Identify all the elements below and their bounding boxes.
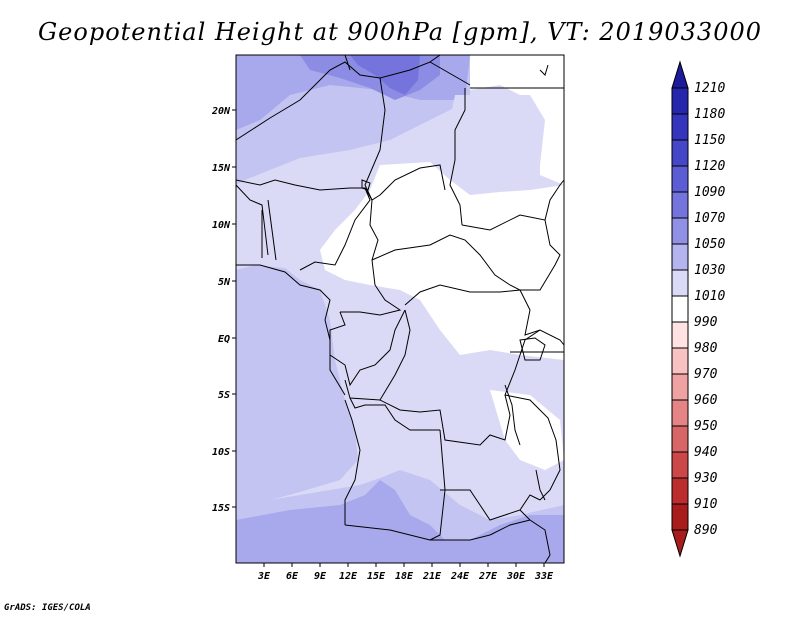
colorbar-segment: [671, 399, 689, 427]
colorbar-segment: [671, 87, 689, 115]
colorbar-labels: 1210 1180 1150 1120 1090 1070 1050 1030 1010 990 9…: [694, 81, 725, 538]
colorbar-segment: [671, 347, 689, 375]
colorbar-segment: [671, 165, 689, 193]
border-gabon-congo: [329, 309, 406, 387]
lat-label: 10S: [212, 447, 230, 458]
colorbar-segment: [671, 191, 689, 219]
border-mozambique: [519, 509, 551, 563]
colorbar-level-label: 950: [694, 419, 718, 434]
colorbar-segments: [671, 87, 689, 531]
colorbar-segment: [671, 217, 689, 245]
colorbar-segment: [671, 503, 689, 531]
colorbar-segment: [671, 373, 689, 401]
colorbar-level-label: 1050: [694, 237, 725, 252]
colorbar-segment: [671, 113, 689, 141]
border-tanzania: [504, 394, 561, 501]
map-shading: [236, 55, 564, 563]
colorbar-level-label: 990: [694, 315, 718, 330]
colorbar-segment: [671, 269, 689, 297]
chart-title: Geopotential Height at 900hPa [gpm], VT:…: [38, 18, 762, 46]
border-mali: [236, 184, 269, 256]
coastline-west: [236, 264, 346, 396]
colorbar-segment: [671, 243, 689, 271]
lat-ticks: [232, 109, 236, 508]
colorbar-level-label: 980: [694, 341, 718, 356]
colorbar-level-label: 1120: [694, 159, 725, 174]
lon-label: 9E: [314, 571, 327, 582]
border-angola: [344, 397, 446, 541]
lon-label: 24E: [450, 571, 470, 582]
lon-label: 3E: [257, 571, 271, 582]
border-uganda-kenya: [510, 289, 564, 353]
lon-label: 15E: [367, 571, 386, 582]
lat-label: 5N: [218, 277, 231, 288]
border-libya: [344, 55, 441, 71]
colorbar-segment: [671, 295, 689, 323]
lon-label: 30E: [506, 571, 526, 582]
shade-north-1090: [350, 55, 420, 95]
colorbar-segment: [671, 425, 689, 453]
lon-ticks: [263, 563, 545, 567]
grads-credit: GrADS: IGES/COLA: [4, 603, 91, 613]
border-zambia: [440, 489, 541, 521]
border-chad-sudan: [449, 88, 466, 226]
colorbar-level-label: 1180: [694, 107, 725, 122]
colorbar-level-label: 970: [694, 367, 718, 382]
colorbar-level-label: 960: [694, 393, 718, 408]
border-niger-chad: [364, 77, 446, 201]
colorbar-level-label: 1010: [694, 289, 725, 304]
border-zimbabwe: [489, 519, 531, 536]
lat-label: EQ: [218, 334, 230, 345]
border-car: [371, 234, 522, 306]
shade-south-1050: [236, 480, 564, 563]
map-frame: [235, 54, 565, 564]
lon-label: 6E: [286, 571, 299, 582]
shade-south-1030: [236, 265, 358, 505]
lat-label: 20N: [211, 106, 231, 117]
colorbar-level-label: 1090: [694, 185, 725, 200]
border-namibia: [344, 524, 491, 541]
border-southsudan: [461, 214, 561, 291]
lat-label: 10N: [212, 220, 231, 231]
lake-victoria: [519, 337, 546, 361]
colorbar-level-label: 1150: [694, 133, 725, 148]
lake-chad: [361, 179, 371, 191]
lon-label: 27E: [478, 571, 498, 582]
colorbar-level-label: 940: [694, 445, 718, 460]
colorbar-level-label: 890: [694, 523, 718, 538]
colorbar-segment: [671, 139, 689, 167]
border-benin-togo: [261, 199, 277, 261]
colorbar-level-label: 910: [694, 497, 718, 512]
lon-label: 21E: [422, 571, 442, 582]
colorbar-segment: [671, 451, 689, 479]
red-sea-coast: [539, 64, 549, 76]
border-algeria-niger: [236, 61, 471, 141]
shade-central-1010: [320, 162, 564, 360]
colorbar-level-label: 930: [694, 471, 718, 486]
colorbar-level-label: 1030: [694, 263, 725, 278]
lake-tanganyika: [504, 384, 521, 446]
colorbar-level-label: 1070: [694, 211, 725, 226]
colorbar-level-label: 1210: [694, 81, 725, 96]
colorbar-top-triangle: [671, 60, 689, 89]
lon-label: 33E: [534, 571, 554, 582]
shade-east-1030-patch: [445, 95, 545, 185]
border-ethiopia: [544, 179, 564, 221]
lat-labels: 20N 15N 10N 5N EQ 5S 10S 15S: [211, 106, 231, 514]
colorbar-bottom-triangle: [671, 529, 689, 558]
border-cameroon: [340, 187, 402, 316]
lake-malawi: [535, 469, 546, 501]
lat-label: 15N: [212, 163, 231, 174]
lat-label: 5S: [218, 390, 230, 401]
lon-label: 12E: [339, 571, 358, 582]
lon-label: 18E: [395, 571, 414, 582]
colorbar-segment: [671, 477, 689, 505]
country-borders: [236, 55, 564, 563]
lat-label: 15S: [212, 503, 230, 514]
lon-labels: 3E 6E 9E 12E 15E 18E 21E 24E 27E 30E 33E: [257, 571, 554, 582]
colorbar-segment: [671, 321, 689, 349]
colorbar: 1210 1180 1150 1120 1090 1070 1050 1030 1010 990 9…: [671, 60, 725, 558]
